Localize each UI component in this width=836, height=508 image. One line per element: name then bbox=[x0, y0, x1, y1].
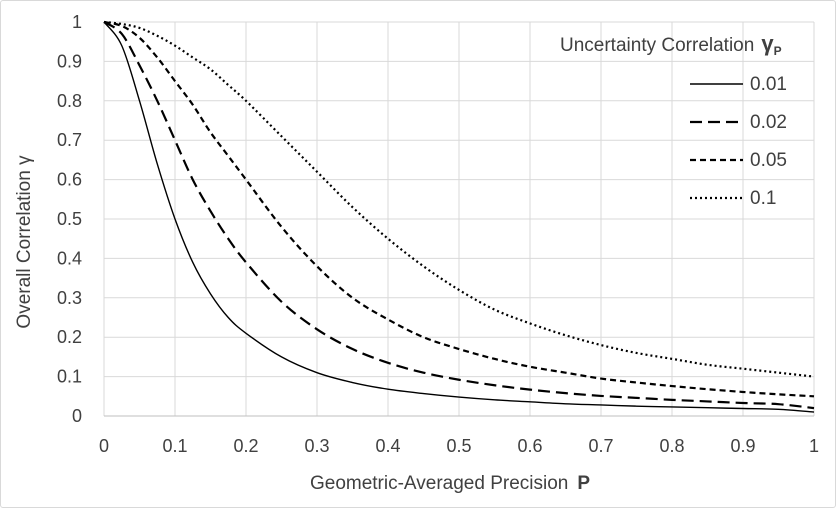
y-tick-label: 0.4 bbox=[57, 248, 82, 268]
y-tick-label: 0.1 bbox=[57, 367, 82, 387]
x-axis-title: Geometric-Averaged Precision P bbox=[310, 473, 590, 494]
legend: Uncertainty Correlation γP 0.01 0.02 0.05 0.… bbox=[560, 31, 787, 209]
legend-title-subscript: P bbox=[774, 44, 782, 58]
y-tick-labels: 0 0.1 0.2 0.3 0.4 0.5 0.6 0.7 0.8 0.9 1 bbox=[57, 12, 82, 426]
legend-label: 0.01 bbox=[750, 74, 787, 95]
legend-label: 0.1 bbox=[750, 188, 776, 209]
x-tick-label: 0.6 bbox=[517, 436, 542, 456]
x-axis-symbol: P bbox=[577, 473, 590, 494]
series-line-0_02 bbox=[103, 21, 815, 410]
y-tick-label: 0.2 bbox=[57, 327, 82, 347]
y-gridlines bbox=[104, 21, 814, 417]
legend-title-symbol: γ bbox=[761, 31, 774, 56]
y-tick-label: 0.9 bbox=[57, 51, 82, 71]
y-tick-label: 0.3 bbox=[57, 288, 82, 308]
y-tick-label: 0.5 bbox=[57, 209, 82, 229]
x-tick-label: 0.1 bbox=[162, 436, 187, 456]
x-tick-label: 0.4 bbox=[375, 436, 400, 456]
x-tick-label: 1 bbox=[809, 436, 819, 456]
series-line-0_05 bbox=[103, 20, 815, 398]
y-tick-label: 0.8 bbox=[57, 91, 82, 111]
series-lines bbox=[103, 20, 815, 413]
y-tick-label: 0 bbox=[72, 406, 82, 426]
x-axis-title-text: Geometric-Averaged Precision bbox=[310, 473, 568, 494]
y-tick-label: 1 bbox=[72, 12, 82, 32]
x-tick-label: 0 bbox=[99, 436, 109, 456]
y-axis-title: Overall Correlation γ bbox=[14, 155, 35, 329]
legend-label: 0.05 bbox=[750, 150, 787, 171]
x-tick-label: 0.5 bbox=[446, 436, 471, 456]
x-tick-label: 0.8 bbox=[659, 436, 684, 456]
legend-title-text: Uncertainty Correlation bbox=[560, 35, 754, 56]
x-tick-label: 0.7 bbox=[588, 436, 613, 456]
x-tick-label: 0.2 bbox=[233, 436, 258, 456]
x-tick-labels: 0 0.1 0.2 0.3 0.4 0.5 0.6 0.7 0.8 0.9 1 bbox=[99, 436, 819, 456]
y-tick-label: 0.7 bbox=[57, 130, 82, 150]
x-tick-label: 0.3 bbox=[304, 436, 329, 456]
series-line-0_01 bbox=[103, 21, 815, 413]
y-tick-label: 0.6 bbox=[57, 170, 82, 190]
legend-label: 0.02 bbox=[750, 112, 787, 133]
legend-title: Uncertainty Correlation γP bbox=[560, 31, 782, 58]
x-tick-label: 0.9 bbox=[730, 436, 755, 456]
series-line-0_1 bbox=[103, 20, 815, 378]
